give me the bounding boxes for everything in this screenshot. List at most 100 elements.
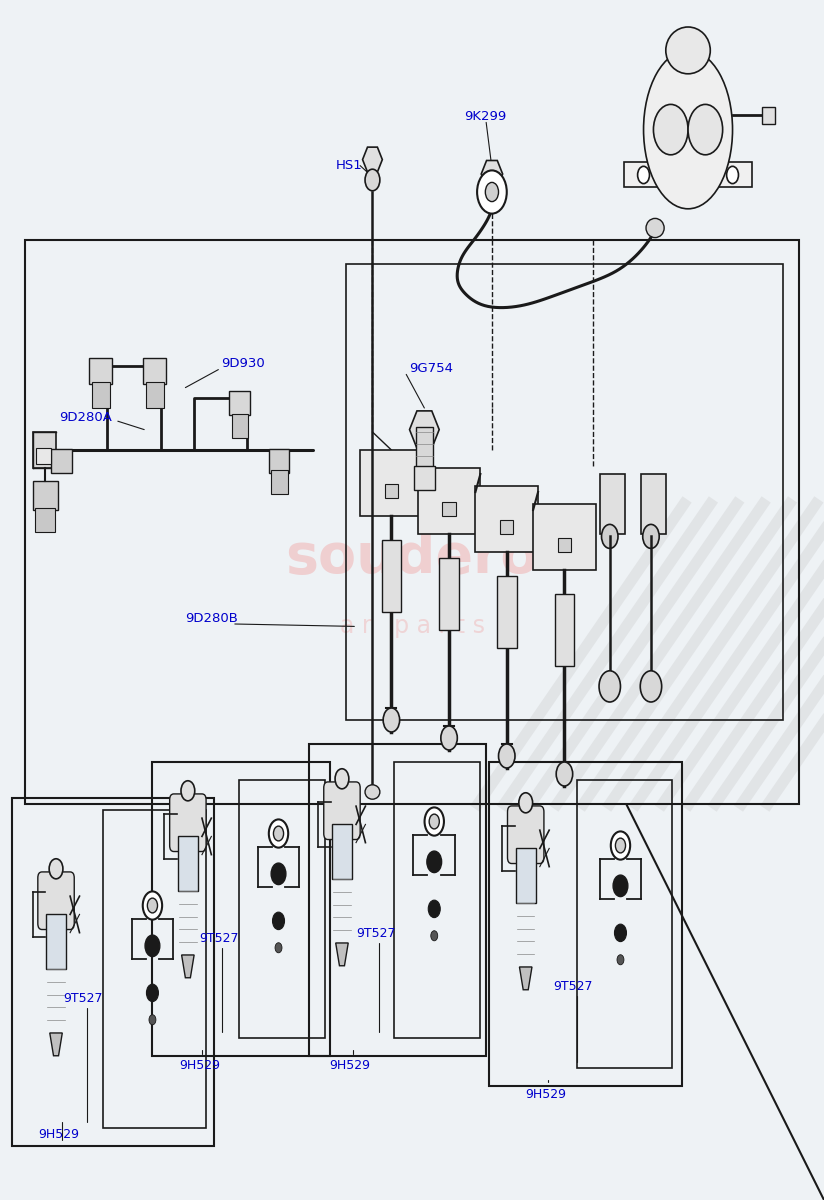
Bar	[346, 264, 783, 720]
Polygon shape	[335, 943, 349, 966]
Bar	[92, 382, 110, 408]
Circle shape	[335, 769, 349, 788]
Bar	[89, 358, 112, 384]
Ellipse shape	[644, 50, 733, 209]
Circle shape	[602, 524, 618, 548]
Circle shape	[427, 851, 442, 872]
Circle shape	[599, 671, 620, 702]
Bar	[439, 558, 459, 630]
Text: 9H529: 9H529	[39, 1128, 80, 1140]
Circle shape	[613, 875, 628, 896]
Bar	[146, 382, 164, 408]
Text: 9T527: 9T527	[554, 980, 593, 992]
Ellipse shape	[365, 785, 380, 799]
Bar	[385, 484, 398, 498]
Circle shape	[269, 820, 288, 847]
Bar	[269, 449, 289, 473]
Circle shape	[643, 524, 659, 548]
Bar	[416, 427, 433, 468]
FancyBboxPatch shape	[324, 782, 360, 840]
Circle shape	[429, 814, 439, 829]
Bar	[360, 450, 423, 516]
Circle shape	[616, 838, 625, 853]
Circle shape	[519, 793, 532, 812]
Text: soudero: soudero	[285, 530, 539, 584]
Circle shape	[615, 924, 626, 942]
Bar	[414, 466, 435, 490]
Text: 9D930: 9D930	[221, 358, 265, 370]
Circle shape	[441, 726, 457, 750]
Circle shape	[147, 898, 157, 913]
Circle shape	[365, 169, 380, 191]
Circle shape	[147, 984, 158, 1002]
Circle shape	[271, 863, 286, 884]
Bar	[500, 520, 513, 534]
Bar	[229, 391, 250, 415]
Bar	[51, 449, 72, 473]
Bar	[239, 780, 325, 1038]
Text: 9H529: 9H529	[330, 1060, 371, 1072]
Bar	[36, 448, 51, 464]
FancyBboxPatch shape	[170, 794, 206, 852]
Circle shape	[688, 104, 723, 155]
Circle shape	[181, 781, 194, 800]
Bar	[516, 848, 536, 904]
Bar	[577, 780, 672, 1068]
Circle shape	[617, 955, 624, 965]
Circle shape	[638, 167, 649, 184]
Bar	[46, 914, 66, 970]
Bar	[533, 504, 596, 570]
Bar	[555, 594, 574, 666]
Bar	[497, 576, 517, 648]
Circle shape	[424, 808, 444, 835]
Text: 9D280B: 9D280B	[185, 612, 238, 624]
Circle shape	[275, 943, 282, 953]
Circle shape	[49, 859, 63, 878]
Bar	[332, 824, 352, 880]
FancyBboxPatch shape	[38, 872, 74, 930]
Text: a r   p a r t s: a r p a r t s	[339, 614, 485, 638]
Circle shape	[149, 1015, 156, 1025]
Circle shape	[274, 826, 283, 841]
Bar	[442, 502, 456, 516]
Bar	[558, 538, 571, 552]
Ellipse shape	[646, 218, 664, 238]
Text: 9T527: 9T527	[356, 928, 396, 940]
Text: 9T527: 9T527	[63, 992, 103, 1004]
Circle shape	[428, 900, 440, 918]
Circle shape	[485, 182, 499, 202]
Circle shape	[611, 832, 630, 859]
Circle shape	[640, 671, 662, 702]
Circle shape	[145, 935, 160, 956]
Polygon shape	[519, 967, 532, 990]
Bar	[489, 762, 682, 1086]
Bar	[35, 508, 55, 532]
FancyBboxPatch shape	[508, 806, 544, 864]
Polygon shape	[181, 955, 194, 978]
Bar	[33, 481, 58, 510]
Bar	[475, 486, 538, 552]
Text: 9T527: 9T527	[199, 932, 239, 944]
Bar	[600, 474, 625, 534]
Bar	[762, 107, 775, 124]
Text: 9G754: 9G754	[409, 362, 452, 374]
Bar	[33, 432, 56, 468]
Bar	[382, 540, 401, 612]
Bar	[12, 798, 214, 1146]
Bar	[178, 836, 198, 892]
Ellipse shape	[666, 26, 710, 73]
Bar	[418, 468, 480, 534]
Circle shape	[499, 744, 515, 768]
Bar	[309, 744, 486, 1056]
Bar	[152, 762, 330, 1056]
Text: 9D280A: 9D280A	[59, 412, 112, 424]
Circle shape	[727, 167, 738, 184]
Bar	[394, 762, 480, 1038]
Circle shape	[477, 170, 507, 214]
Circle shape	[556, 762, 573, 786]
Text: 9H529: 9H529	[525, 1088, 566, 1100]
Bar	[103, 810, 206, 1128]
Bar	[232, 414, 248, 438]
Circle shape	[273, 912, 284, 930]
Bar	[271, 470, 288, 494]
